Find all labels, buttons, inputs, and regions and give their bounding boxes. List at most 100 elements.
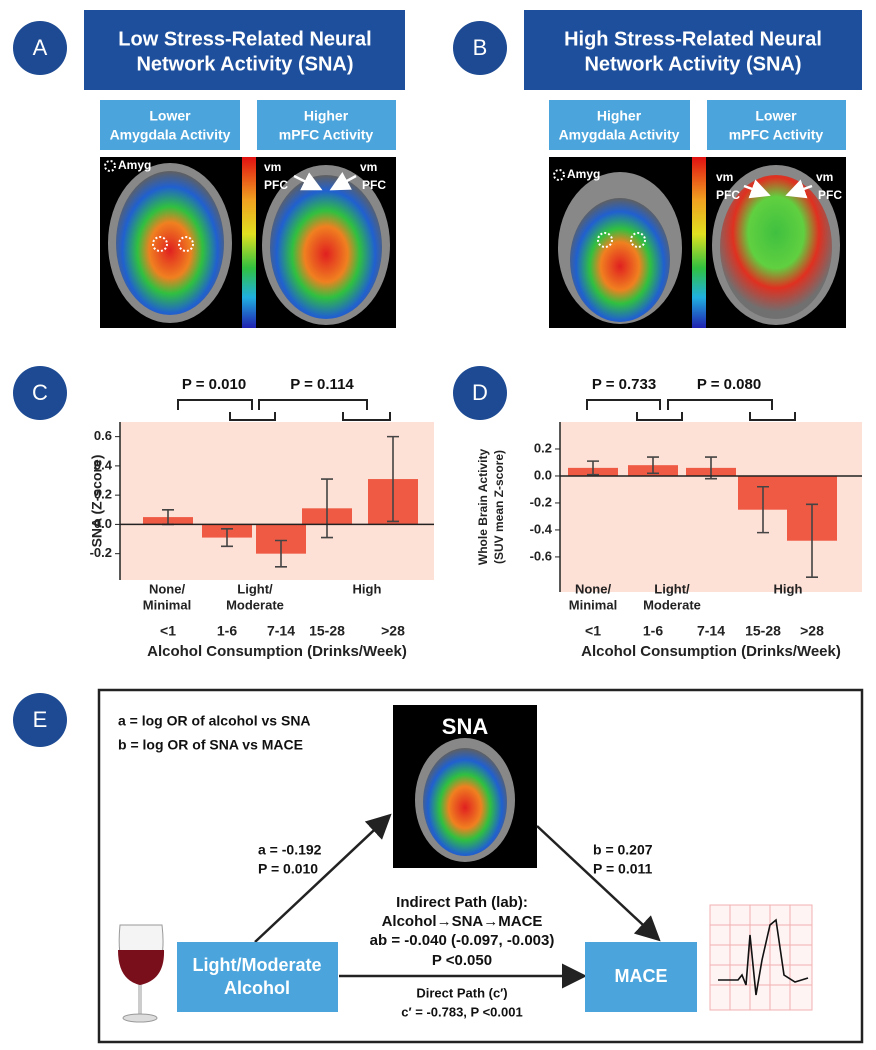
group-label: None/ — [575, 581, 612, 596]
x-axis-label: Alcohol Consumption (Drinks/Week) — [147, 643, 407, 660]
error-bar — [321, 478, 333, 539]
x-tick-label: 7-14 — [267, 623, 295, 639]
ecg — [709, 904, 813, 1011]
exposure-label: Alcohol — [224, 978, 290, 998]
wine — [118, 950, 165, 985]
label: Higher — [304, 108, 349, 124]
x-tick-label: >28 — [381, 623, 405, 639]
ecg-trace — [718, 918, 809, 996]
amyg-label: Amyg — [118, 158, 151, 172]
exposure-box — [177, 942, 338, 1012]
base — [122, 1013, 158, 1023]
x-tick-label: <1 — [585, 623, 601, 639]
path-text: P = 0.011 — [593, 861, 653, 877]
vmpfc-label: vm — [716, 170, 733, 184]
x-tick-label: 1-6 — [217, 623, 237, 639]
colorbar — [242, 157, 256, 328]
group-label: Minimal — [569, 597, 617, 612]
error-bar — [647, 456, 659, 475]
error-bar — [705, 456, 717, 480]
panel-title: High Stress-Related Neural — [564, 28, 822, 50]
y-axis-label: SNA (Z-score) — [89, 455, 105, 548]
path-text: P = 0.010 — [258, 861, 318, 877]
panel-a: Low Stress-Related Neural Network Activi… — [84, 10, 405, 328]
letter-circle — [453, 366, 507, 420]
indirect-text: Indirect Path (lab): — [396, 894, 528, 911]
arrow — [329, 172, 357, 191]
p-value: P = 0.114 — [290, 376, 354, 393]
arrow — [785, 179, 813, 199]
label-box — [257, 100, 396, 150]
x-tick-label: <1 — [160, 623, 176, 639]
bracket — [749, 412, 796, 421]
y-tick-label: 0.4 — [94, 457, 113, 472]
group-label: Light/ — [237, 581, 273, 596]
letter-circle — [453, 21, 507, 75]
letter-circle — [13, 693, 67, 747]
bracket — [258, 399, 368, 410]
group-label: High — [774, 581, 803, 596]
label-box — [549, 100, 690, 150]
indirect-text: P <0.050 — [432, 952, 492, 969]
label-box — [100, 100, 240, 150]
y-tick-label: 0.2 — [94, 487, 112, 502]
bracket — [177, 399, 253, 410]
label: mPFC Activity — [729, 127, 824, 143]
group-label: High — [353, 581, 382, 596]
label: Higher — [597, 108, 642, 124]
y-tick-label: 0.6 — [94, 428, 112, 443]
frame — [97, 688, 864, 1044]
label: mPFC Activity — [279, 127, 374, 143]
x-tick-label: 1-6 — [643, 623, 663, 639]
exposure-label: Light/Moderate — [193, 955, 322, 975]
amygdala-marker — [630, 232, 646, 248]
bracket — [636, 412, 683, 421]
panel-title: Low Stress-Related Neural — [118, 28, 371, 50]
x-tick-label: 15-28 — [309, 623, 345, 639]
y-tick-label: -0.4 — [530, 521, 553, 536]
vmpfc-label: vm — [264, 160, 281, 174]
y-tick-label: 0.0 — [534, 467, 552, 482]
path-text: b = 0.207 — [593, 842, 653, 858]
y-axis-label: Whole Brain Activity — [476, 449, 490, 566]
y-axis-label: (SUV mean Z-score) — [492, 450, 506, 564]
p-value: P = 0.733 — [592, 376, 656, 393]
y-tick-label: 0.0 — [94, 516, 112, 531]
error-bar — [757, 485, 769, 534]
vmpfc-label: vm — [816, 170, 833, 184]
indirect-text: ab = -0.040 (-0.097, -0.003) — [370, 932, 555, 949]
vmpfc-label: vm — [360, 160, 377, 174]
group-label: Moderate — [226, 597, 284, 612]
arrow — [254, 813, 392, 943]
vmpfc-label: PFC — [818, 188, 842, 202]
amygdala-key — [553, 169, 565, 181]
panel-title: Network Activity (SNA) — [584, 53, 801, 75]
vmpfc-label: PFC — [362, 178, 386, 192]
bracket — [667, 399, 773, 410]
stem — [138, 985, 142, 1015]
amygdala-marker — [178, 236, 194, 252]
vmpfc-label: PFC — [716, 188, 740, 202]
brain — [570, 198, 670, 322]
letter-circle — [13, 21, 67, 75]
group-label: None/ — [149, 581, 186, 596]
panel-letter: C — [32, 380, 48, 405]
error-bar — [806, 503, 818, 578]
error-bar — [275, 539, 287, 568]
ecg-paper — [709, 904, 813, 1011]
vmpfc-label: PFC — [264, 178, 288, 192]
direct-text: Direct Path (c′) — [416, 985, 507, 1000]
group-label: Light/ — [654, 581, 690, 596]
y-tick-label: -0.2 — [90, 545, 112, 560]
error-bar — [221, 527, 233, 548]
brain — [423, 748, 507, 856]
label: Lower — [149, 108, 191, 124]
x-tick-label: 15-28 — [745, 623, 781, 639]
colorbar — [692, 157, 706, 328]
title-box — [84, 10, 405, 90]
path-text: a = -0.192 — [258, 842, 322, 858]
panel-letter: E — [33, 707, 48, 732]
error-bar — [387, 435, 399, 523]
charts: -0.2 0.0 0.2 0.4 0.6 <1 1-6 7-14 15-28 >28 None/Mi… — [89, 376, 862, 660]
